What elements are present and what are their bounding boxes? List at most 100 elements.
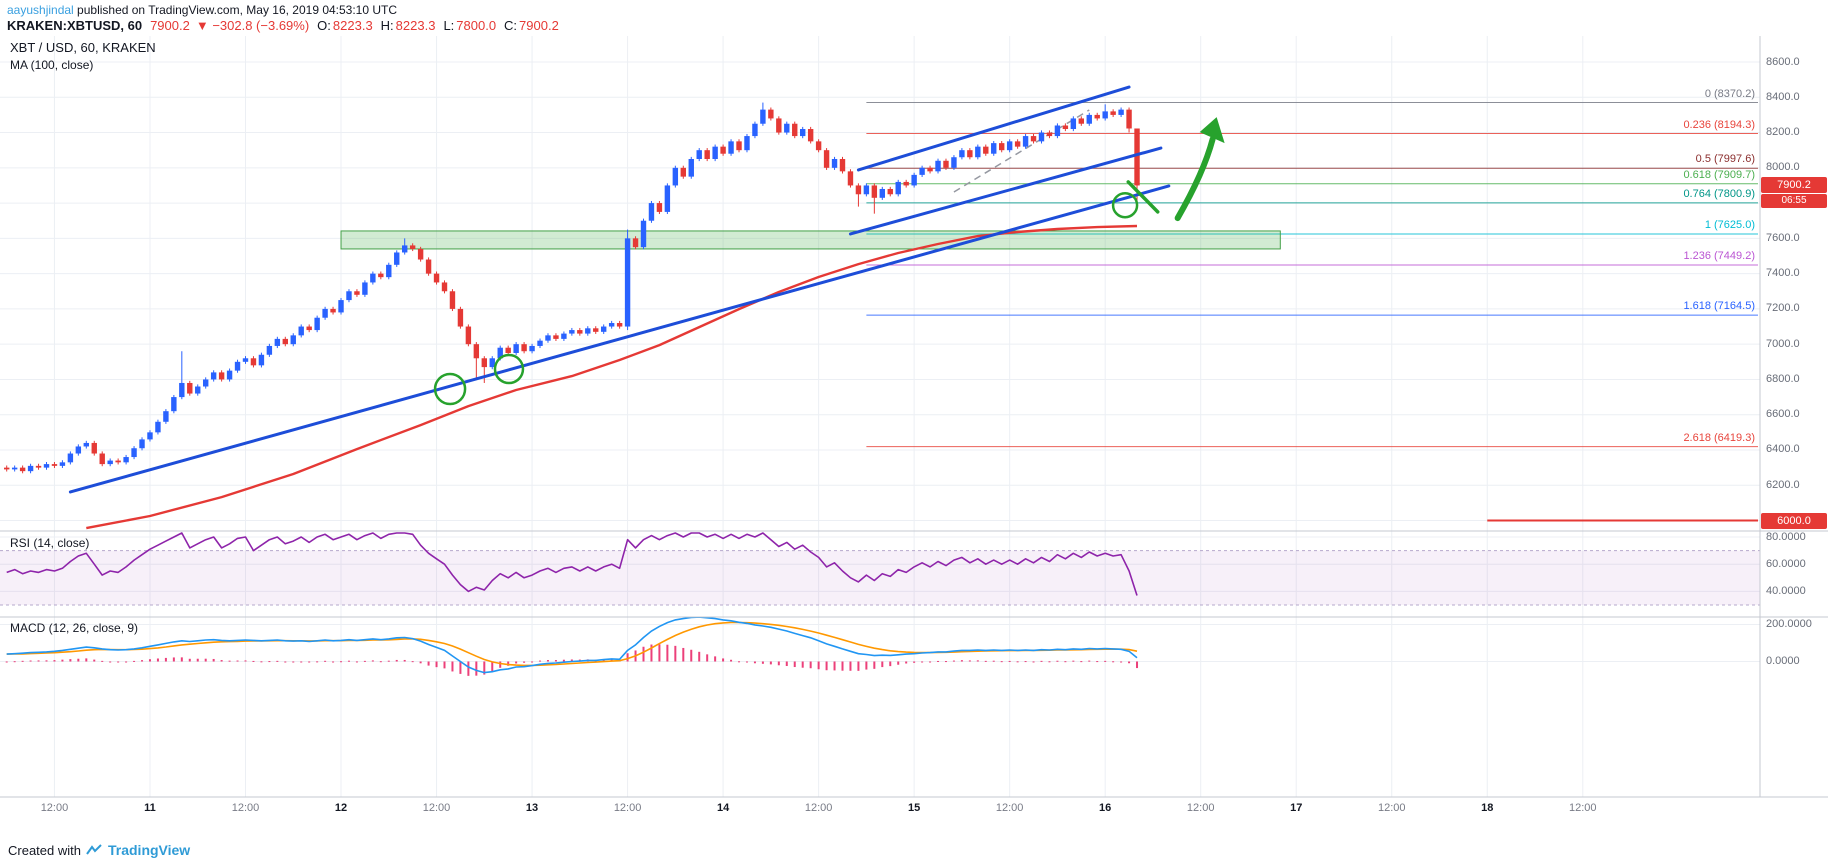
- macd-histogram-bar: [133, 660, 136, 662]
- candle: [983, 146, 989, 154]
- candle: [577, 330, 583, 334]
- macd-histogram-bar: [889, 661, 892, 667]
- candle: [370, 273, 376, 283]
- macd-histogram-bar: [706, 654, 709, 662]
- candle: [378, 273, 384, 278]
- candle: [306, 326, 312, 331]
- candle: [991, 143, 997, 154]
- macd-histogram-bar: [164, 657, 167, 662]
- candle: [409, 245, 416, 249]
- macd-histogram-bar: [332, 661, 335, 663]
- macd-histogram-bar: [921, 661, 924, 663]
- macd-histogram-bar: [913, 661, 916, 663]
- macd-histogram-bar: [236, 660, 239, 662]
- candle: [51, 464, 58, 466]
- candle: [338, 300, 344, 313]
- candle: [139, 439, 145, 449]
- macd-histogram-bar: [324, 660, 327, 662]
- candle: [354, 291, 360, 295]
- symbol-name[interactable]: KRAKEN:XBTUSD, 60: [7, 18, 143, 33]
- candle: [601, 326, 607, 332]
- macd-histogram-bar: [960, 660, 963, 662]
- rsi-pane[interactable]: [0, 532, 1760, 606]
- candle: [1102, 111, 1108, 119]
- candle: [887, 188, 893, 195]
- candle: [195, 386, 201, 394]
- macd-histogram-bar: [1080, 661, 1083, 663]
- macd-histogram-bar: [809, 661, 812, 669]
- ohlc-values: O: 8223.3 H: 8223.3 L: 7800.0 C: 7900.2: [309, 18, 559, 33]
- tradingview-brand[interactable]: TradingView: [107, 842, 191, 858]
- macd-histogram-bar: [443, 661, 446, 669]
- macd-histogram-bar: [268, 661, 271, 663]
- support-zone: [340, 230, 1281, 250]
- candle: [1078, 118, 1084, 124]
- candle: [792, 123, 798, 137]
- macd-histogram-bar: [698, 651, 701, 662]
- macd-histogram-bar: [77, 658, 80, 662]
- macd-histogram-bar: [101, 660, 104, 662]
- rsi-band: [0, 550, 1760, 605]
- byline-username[interactable]: aayushjindal: [7, 3, 74, 17]
- price-axis[interactable]: [1760, 36, 1828, 797]
- candle: [879, 188, 885, 198]
- candle: [1086, 114, 1092, 124]
- candle: [815, 141, 822, 151]
- macd-pane[interactable]: [5, 617, 1139, 676]
- macd-histogram-bar: [1104, 660, 1107, 662]
- candle: [895, 181, 901, 195]
- time-axis[interactable]: [0, 797, 1760, 835]
- macd-histogram-bar: [13, 661, 16, 663]
- macd-histogram-bar: [459, 661, 462, 674]
- ohlc-label: C:: [504, 18, 518, 33]
- byline-text: published on TradingView.com, May 16, 20…: [73, 3, 398, 17]
- candle: [704, 150, 710, 159]
- macd-histogram-bar: [968, 660, 971, 662]
- macd-histogram-bar: [738, 661, 741, 663]
- macd-histogram-bar: [244, 660, 247, 662]
- candle: [1070, 118, 1077, 130]
- candle: [258, 354, 265, 366]
- candle: [831, 158, 838, 168]
- macd-histogram-bar: [379, 661, 382, 663]
- candle: [226, 370, 233, 380]
- candle: [402, 245, 408, 253]
- macd-histogram-bar: [148, 659, 151, 662]
- green-up-arrow-head: [1199, 117, 1225, 144]
- macd-histogram-bar: [722, 658, 725, 662]
- macd-histogram-bar: [865, 661, 868, 670]
- attribution-footer: Created with TradingView: [8, 842, 190, 858]
- candle: [298, 326, 304, 336]
- candle: [218, 372, 225, 380]
- candle: [274, 338, 281, 346]
- macd-histogram-bar: [666, 644, 669, 662]
- trendline: [848, 146, 1163, 236]
- macd-histogram-bar: [1072, 660, 1075, 662]
- candle: [489, 358, 495, 368]
- candle: [505, 347, 511, 353]
- macd-histogram-bar: [212, 658, 215, 662]
- ohlc-label: H:: [380, 18, 394, 33]
- macd-histogram-bar: [29, 660, 32, 662]
- candle: [314, 317, 320, 331]
- macd-histogram-bar: [21, 660, 24, 662]
- tradingview-logo-icon[interactable]: [86, 843, 103, 857]
- candle: [744, 136, 750, 151]
- macd-histogram-bar: [5, 661, 8, 663]
- macd-line: [6, 617, 1138, 674]
- macd-histogram-bar: [857, 661, 860, 671]
- candle: [656, 203, 663, 212]
- candle: [27, 465, 34, 472]
- candle: [91, 442, 97, 454]
- candle: [35, 465, 42, 468]
- candle: [537, 340, 543, 346]
- macd-histogram-bar: [554, 660, 557, 662]
- candle: [171, 397, 177, 412]
- ohlc-label: L:: [443, 18, 455, 33]
- macd-histogram-bar: [1128, 661, 1131, 664]
- macd-histogram-bar: [817, 661, 820, 670]
- macd-histogram-bar: [793, 661, 796, 668]
- main-pane[interactable]: [4, 85, 1758, 530]
